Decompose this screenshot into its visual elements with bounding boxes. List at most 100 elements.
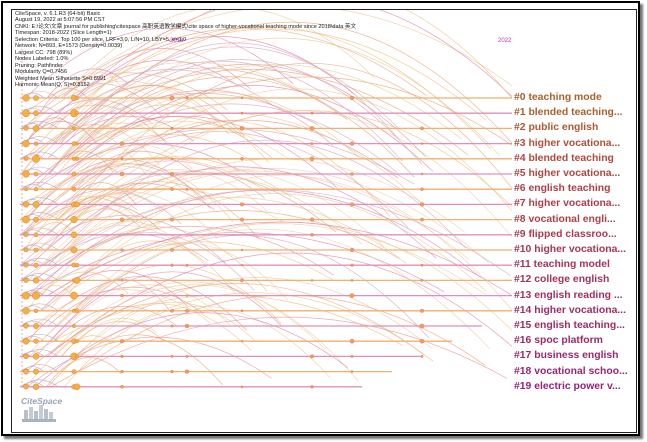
cluster-label[interactable]: #15 english teaching...: [514, 320, 625, 331]
keyword-node[interactable]: [71, 126, 77, 131]
keyword-node[interactable]: [33, 308, 39, 313]
cluster-label[interactable]: #17 business english: [514, 350, 619, 362]
keyword-node[interactable]: [74, 263, 80, 268]
cluster-label[interactable]: #14 higher vocationa...: [514, 304, 627, 316]
keyword-node[interactable]: [23, 353, 29, 360]
keyword-node[interactable]: [119, 339, 125, 344]
keyword-node[interactable]: [420, 279, 424, 282]
keyword-node[interactable]: [33, 338, 39, 344]
keyword-node[interactable]: [349, 338, 355, 344]
keyword-node[interactable]: [32, 277, 40, 284]
keyword-node[interactable]: [240, 309, 244, 313]
cluster-label[interactable]: #6 english teaching: [514, 183, 611, 195]
keyword-node[interactable]: [170, 308, 174, 313]
keyword-node[interactable]: [350, 355, 354, 358]
keyword-node[interactable]: [184, 369, 190, 374]
keyword-node[interactable]: [310, 111, 314, 115]
keyword-node[interactable]: [72, 324, 76, 328]
keyword-node[interactable]: [170, 354, 174, 358]
keyword-node[interactable]: [349, 141, 355, 146]
keyword-node[interactable]: [120, 279, 124, 282]
keyword-node[interactable]: [185, 354, 189, 358]
keyword-node[interactable]: [23, 323, 29, 329]
keyword-node[interactable]: [185, 96, 189, 100]
keyword-node[interactable]: [23, 126, 29, 131]
keyword-node[interactable]: [170, 157, 174, 161]
keyword-node[interactable]: [22, 307, 30, 315]
keyword-node[interactable]: [22, 215, 30, 224]
keyword-node[interactable]: [185, 309, 189, 313]
keyword-node[interactable]: [74, 201, 80, 208]
keyword-node[interactable]: [23, 156, 29, 161]
keyword-node[interactable]: [240, 96, 244, 100]
cluster-label[interactable]: #0 teaching mode: [514, 92, 602, 103]
keyword-node[interactable]: [309, 156, 315, 162]
keyword-node[interactable]: [23, 262, 29, 268]
keyword-node[interactable]: [120, 370, 124, 374]
cluster-label[interactable]: #3 higher vocationa...: [514, 137, 621, 149]
keyword-node[interactable]: [120, 157, 124, 161]
keyword-node[interactable]: [420, 187, 424, 191]
keyword-node[interactable]: [22, 94, 30, 102]
keyword-node[interactable]: [350, 279, 354, 282]
keyword-node[interactable]: [23, 277, 29, 283]
keyword-node[interactable]: [170, 324, 174, 328]
keyword-node[interactable]: [240, 157, 244, 161]
cluster-label[interactable]: #2 public english: [514, 122, 599, 134]
keyword-node[interactable]: [310, 385, 314, 389]
cluster-label[interactable]: #12 college english: [514, 274, 610, 286]
citespace-timeline-canvas[interactable]: CiteSpace, v. 6.1.R3 (64-bit) Basic Augus…: [11, 9, 637, 433]
keyword-node[interactable]: [33, 95, 39, 101]
keyword-node[interactable]: [75, 141, 79, 146]
keyword-node[interactable]: [240, 340, 244, 343]
keyword-node[interactable]: [32, 154, 40, 163]
keyword-node[interactable]: [71, 186, 77, 192]
keyword-node[interactable]: [349, 95, 355, 101]
keyword-node[interactable]: [120, 248, 124, 252]
keyword-node[interactable]: [170, 248, 174, 252]
keyword-node[interactable]: [74, 308, 80, 314]
keyword-node[interactable]: [420, 308, 424, 313]
keyword-node[interactable]: [310, 233, 314, 237]
keyword-node[interactable]: [32, 201, 40, 208]
keyword-node[interactable]: [32, 353, 40, 360]
keyword-node[interactable]: [240, 264, 244, 267]
keyword-node[interactable]: [350, 370, 354, 373]
keyword-node[interactable]: [420, 263, 424, 267]
keyword-node[interactable]: [170, 217, 174, 222]
keyword-node[interactable]: [185, 263, 189, 267]
keyword-node[interactable]: [70, 246, 78, 254]
keyword-node[interactable]: [349, 293, 355, 298]
cluster-label[interactable]: #18 vocational schoo...: [514, 365, 628, 377]
keyword-node[interactable]: [185, 187, 189, 191]
keyword-node[interactable]: [70, 291, 78, 300]
keyword-node[interactable]: [33, 368, 39, 375]
keyword-node[interactable]: [170, 126, 174, 130]
keyword-node[interactable]: [73, 383, 81, 391]
keyword-node[interactable]: [119, 171, 125, 177]
keyword-node[interactable]: [240, 202, 244, 207]
keyword-node[interactable]: [420, 217, 424, 222]
keyword-node[interactable]: [420, 355, 424, 358]
keyword-node[interactable]: [119, 217, 125, 222]
keyword-node[interactable]: [170, 369, 174, 374]
keyword-node[interactable]: [309, 126, 315, 131]
keyword-node[interactable]: [75, 354, 79, 359]
cluster-label[interactable]: #10 higher vocationa...: [514, 244, 627, 255]
keyword-node[interactable]: [32, 383, 40, 390]
keyword-node[interactable]: [240, 385, 244, 389]
cluster-label[interactable]: #13 english reading ...: [514, 289, 623, 301]
keyword-node[interactable]: [33, 216, 39, 223]
keyword-node[interactable]: [22, 337, 30, 345]
keyword-node[interactable]: [310, 354, 314, 359]
keyword-node[interactable]: [120, 293, 124, 298]
keyword-node[interactable]: [22, 109, 30, 118]
keyword-node[interactable]: [240, 278, 244, 283]
keyword-node[interactable]: [309, 217, 315, 222]
keyword-node[interactable]: [74, 156, 80, 161]
keyword-node[interactable]: [420, 142, 424, 145]
keyword-node[interactable]: [71, 369, 77, 374]
keyword-node[interactable]: [75, 111, 79, 116]
keyword-node[interactable]: [184, 323, 190, 329]
cluster-label[interactable]: #11 teaching model: [514, 259, 610, 271]
